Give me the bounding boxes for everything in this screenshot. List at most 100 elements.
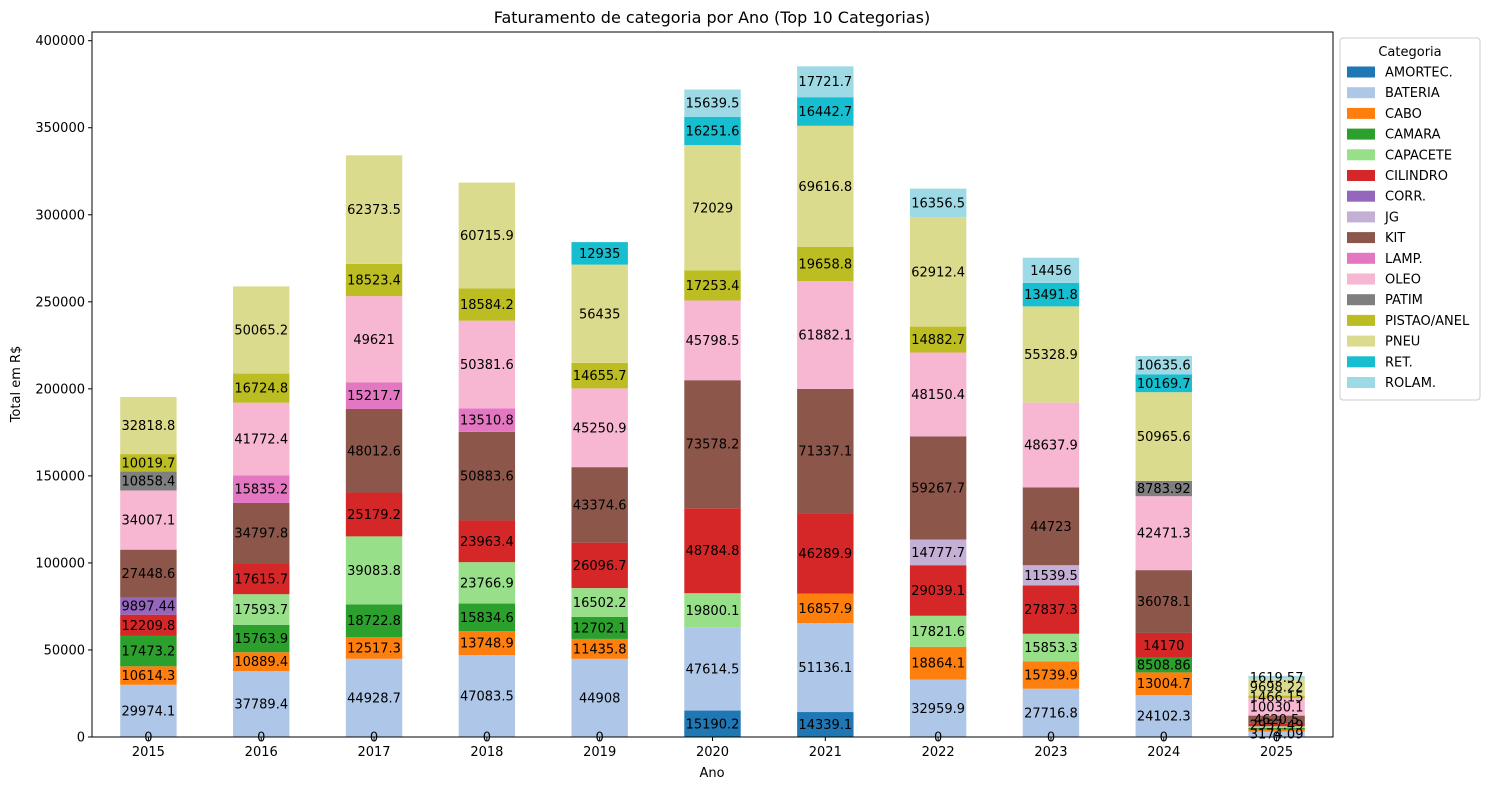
- data-label: 17253.4: [686, 279, 740, 294]
- data-label: 10635.6: [1137, 359, 1191, 374]
- data-label: 11539.5: [1024, 569, 1078, 584]
- legend-swatch: [1347, 356, 1375, 368]
- legend-entry-label: RET.: [1385, 355, 1413, 370]
- legend-swatch: [1347, 66, 1375, 78]
- bar-segment: [684, 270, 741, 301]
- bar-segment: [797, 712, 854, 737]
- data-label: 1466.15: [1250, 690, 1304, 705]
- bar-segment: [345, 536, 403, 605]
- data-label: 50065.2: [234, 323, 288, 338]
- data-label: 29974.1: [122, 704, 176, 719]
- data-label: 14777.7: [911, 546, 965, 561]
- data-label: 17721.7: [798, 75, 852, 90]
- bar-segment: [684, 710, 741, 737]
- bar-segment: [1248, 678, 1305, 696]
- data-label: 15853.3: [1024, 641, 1078, 656]
- x-tick-label: 2019: [583, 745, 616, 760]
- y-tick-label: 300000: [35, 208, 85, 223]
- bar-segment: [233, 373, 290, 403]
- bar-segment: [909, 565, 967, 616]
- data-label: 71337.1: [798, 445, 852, 460]
- bar-segment: [120, 396, 177, 455]
- data-label: 15190.2: [686, 717, 740, 732]
- data-label: 12702.1: [573, 621, 627, 636]
- bar-segment: [797, 388, 854, 514]
- data-label: 43374.6: [573, 498, 627, 513]
- bar-segment: [684, 116, 741, 146]
- data-label: 27448.6: [122, 567, 176, 582]
- bar-segment: [797, 246, 854, 282]
- data-label: 41772.4: [234, 433, 288, 448]
- bar-segment: [458, 182, 516, 289]
- legend-entry-label: CAPACETE: [1385, 148, 1452, 163]
- y-tick-label: 200000: [35, 382, 85, 397]
- y-tick-label: 50000: [44, 643, 85, 658]
- bar-segment: [797, 66, 854, 98]
- data-label: 44908: [579, 691, 620, 706]
- data-label: 10019.7: [122, 456, 176, 471]
- bar-segment: [1022, 565, 1080, 586]
- data-label: 29039.1: [911, 584, 965, 599]
- data-label: 72029: [692, 201, 733, 216]
- bar-segment: [458, 562, 516, 604]
- bar-segment: [1135, 392, 1192, 481]
- legend-entry-label: PISTAO/ANEL: [1385, 314, 1470, 329]
- data-label: 48150.4: [911, 388, 965, 403]
- bar-segment: [1135, 672, 1192, 696]
- data-label: 3174.09: [1250, 728, 1304, 743]
- y-tick-label: 350000: [35, 121, 85, 136]
- data-label: 16857.9: [798, 602, 852, 617]
- data-label: 10889.4: [234, 655, 288, 670]
- legend-swatch: [1347, 87, 1375, 99]
- legend-entry-label: CORR.: [1385, 190, 1426, 205]
- bar-segment: [1248, 727, 1305, 730]
- x-tick-label: 2018: [470, 745, 503, 760]
- legend-swatch: [1347, 273, 1375, 285]
- bar-segment: [345, 604, 403, 638]
- x-tick-label: 2016: [245, 745, 278, 760]
- data-label: 51136.1: [798, 661, 852, 676]
- data-label: 17615.7: [234, 572, 288, 587]
- data-label: 18584.2: [460, 298, 514, 313]
- bar-segment: [1135, 355, 1192, 375]
- bar-segment: [120, 666, 177, 685]
- bar-segment: [1135, 632, 1192, 658]
- data-label: 12209.8: [122, 619, 176, 634]
- bar-segment: [1135, 695, 1192, 737]
- data-label: 14655.7: [573, 369, 627, 384]
- bar-segment: [909, 646, 967, 680]
- bar-segment: [120, 635, 177, 667]
- bar-segment: [1135, 496, 1192, 571]
- bar-segment: [458, 288, 516, 321]
- data-label: 48012.6: [347, 444, 401, 459]
- bar-segment: [120, 614, 177, 636]
- legend-box: [1339, 37, 1481, 401]
- bar-segment: [909, 679, 967, 737]
- bar-segment: [684, 508, 741, 594]
- data-label: 17473.2: [122, 645, 176, 660]
- data-label: 15217.7: [347, 389, 401, 404]
- legend-entry-label: CABO: [1385, 107, 1422, 122]
- bar-segment: [1022, 688, 1080, 737]
- data-label: 19800.1: [686, 604, 740, 619]
- data-label: 14339.1: [798, 718, 852, 733]
- bar-segment: [797, 97, 854, 126]
- data-label: 26096.7: [573, 559, 627, 574]
- legend-swatch: [1347, 377, 1375, 388]
- data-label: 34007.1: [122, 514, 176, 529]
- bar-segment: [1022, 585, 1080, 634]
- x-tick-label: 2017: [357, 745, 390, 760]
- data-label: 69616.8: [798, 180, 852, 195]
- data-label: 46289.9: [798, 547, 852, 562]
- bar-segment: [909, 539, 967, 566]
- legend-swatch: [1347, 170, 1375, 181]
- data-label: 4620.5: [1254, 713, 1300, 728]
- data-label: 47083.5: [460, 690, 514, 705]
- data-label: 15639.5: [686, 97, 740, 112]
- data-label: 8783.92: [1137, 482, 1191, 497]
- x-axis-label: Ano: [699, 766, 724, 781]
- legend-entry-label: BATERIA: [1385, 86, 1440, 101]
- data-label: 12935: [579, 247, 620, 262]
